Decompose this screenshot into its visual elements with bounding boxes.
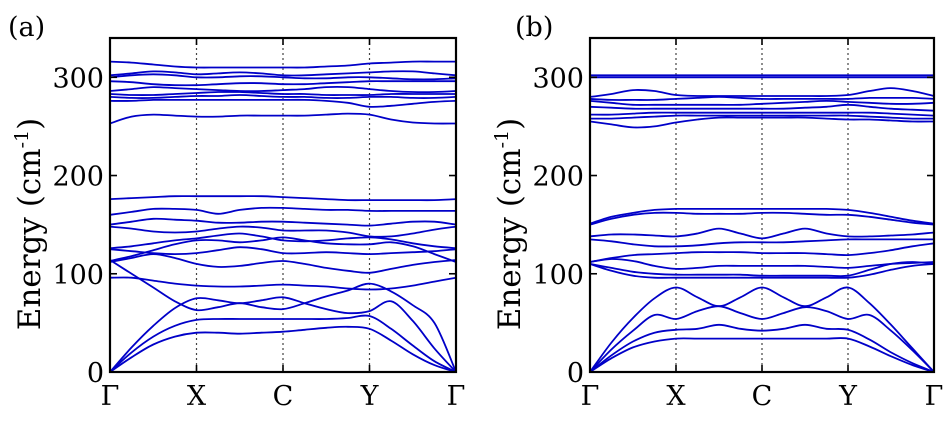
band-b-10 [589, 227, 935, 240]
band-b-3 [589, 305, 935, 373]
band-curves-a [109, 60, 457, 373]
band-a-21 [109, 70, 457, 77]
y-axis-label-a: Energy (cm-1) [11, 118, 48, 330]
y-tick-label-b-2: 200 [532, 162, 584, 193]
panel-b: (b) Energy (cm-1) 0 100 200 300 Γ X C Y Γ [491, 12, 943, 412]
band-a-22 [109, 60, 456, 69]
x-tick-label-b-1: X [666, 381, 686, 412]
y-tick-label-a-2: 200 [52, 162, 104, 193]
band-b-1 [589, 337, 935, 373]
band-a-1 [109, 325, 457, 373]
x-tick-label-a-3: Y [360, 381, 380, 412]
band-b-18 [589, 96, 935, 101]
band-b-13 [589, 116, 935, 129]
band-b-8 [589, 242, 935, 263]
x-tick-label-a-4: Γ [447, 381, 466, 412]
x-tick-label-b-2: C [752, 381, 773, 412]
band-b-19 [589, 87, 935, 98]
band-b-6 [589, 261, 935, 278]
band-a-12 [109, 206, 457, 216]
x-tick-label-a-1: X [187, 381, 207, 412]
panel-a: (a) Energy (cm-1) 0 100 200 300 Γ X C Y Γ [8, 12, 465, 412]
band-a-20 [109, 73, 457, 81]
plot-frame-b [588, 36, 936, 374]
band-a-18 [109, 85, 457, 94]
band-a-4 [109, 259, 457, 373]
y-tick-label-b-0: 0 [567, 358, 584, 389]
y-tick-labels-b: 0 100 200 300 [532, 63, 584, 389]
band-b-12 [589, 207, 935, 225]
band-b-4 [589, 286, 935, 373]
band-b-2 [589, 323, 935, 373]
y-tick-labels-a: 0 100 200 300 [52, 63, 104, 389]
plot-frame-a [108, 36, 458, 374]
band-b-5 [589, 263, 935, 279]
band-a-10 [109, 225, 457, 238]
band-b-16 [589, 103, 935, 112]
band-a-3 [109, 296, 457, 373]
band-a-19 [109, 80, 456, 87]
y-tick-label-a-1: 100 [52, 260, 104, 291]
band-b-17 [589, 100, 935, 106]
band-a-2 [109, 314, 457, 373]
y-tick-label-a-0: 0 [87, 358, 104, 389]
y-tick-label-b-1: 100 [532, 260, 584, 291]
x-tick-label-b-4: Γ [925, 381, 944, 412]
band-b-9 [589, 238, 934, 248]
band-a-9 [109, 232, 457, 250]
y-tick-label-b-3: 300 [532, 63, 584, 94]
band-a-7 [109, 246, 457, 255]
y-axis-label-b: Energy (cm-1) [491, 118, 528, 330]
band-a-8 [109, 236, 457, 263]
x-tick-label-b-0: Γ [581, 381, 600, 412]
panel-label-b: (b) [515, 12, 553, 43]
band-b-7 [589, 258, 935, 270]
band-b-14 [589, 114, 935, 120]
x-tick-label-a-2: C [273, 381, 294, 412]
band-a-16 [109, 94, 457, 99]
x-tick-label-a-0: Γ [101, 381, 120, 412]
band-a-11 [109, 217, 457, 227]
band-a-17 [109, 91, 456, 96]
band-a-13 [109, 195, 457, 202]
band-a-15 [109, 98, 457, 108]
x-tick-label-b-3: Y [838, 381, 858, 412]
band-b-11 [589, 211, 935, 226]
band-curves-b [589, 74, 935, 373]
band-b-15 [589, 111, 935, 117]
high-symmetry-lines-b [675, 38, 849, 372]
panel-label-a: (a) [8, 12, 45, 43]
band-a-6 [109, 253, 457, 274]
y-tick-label-a-3: 300 [52, 63, 104, 94]
band-a-5 [109, 276, 457, 291]
high-symmetry-lines-a [195, 38, 371, 372]
band-a-14 [109, 112, 457, 125]
